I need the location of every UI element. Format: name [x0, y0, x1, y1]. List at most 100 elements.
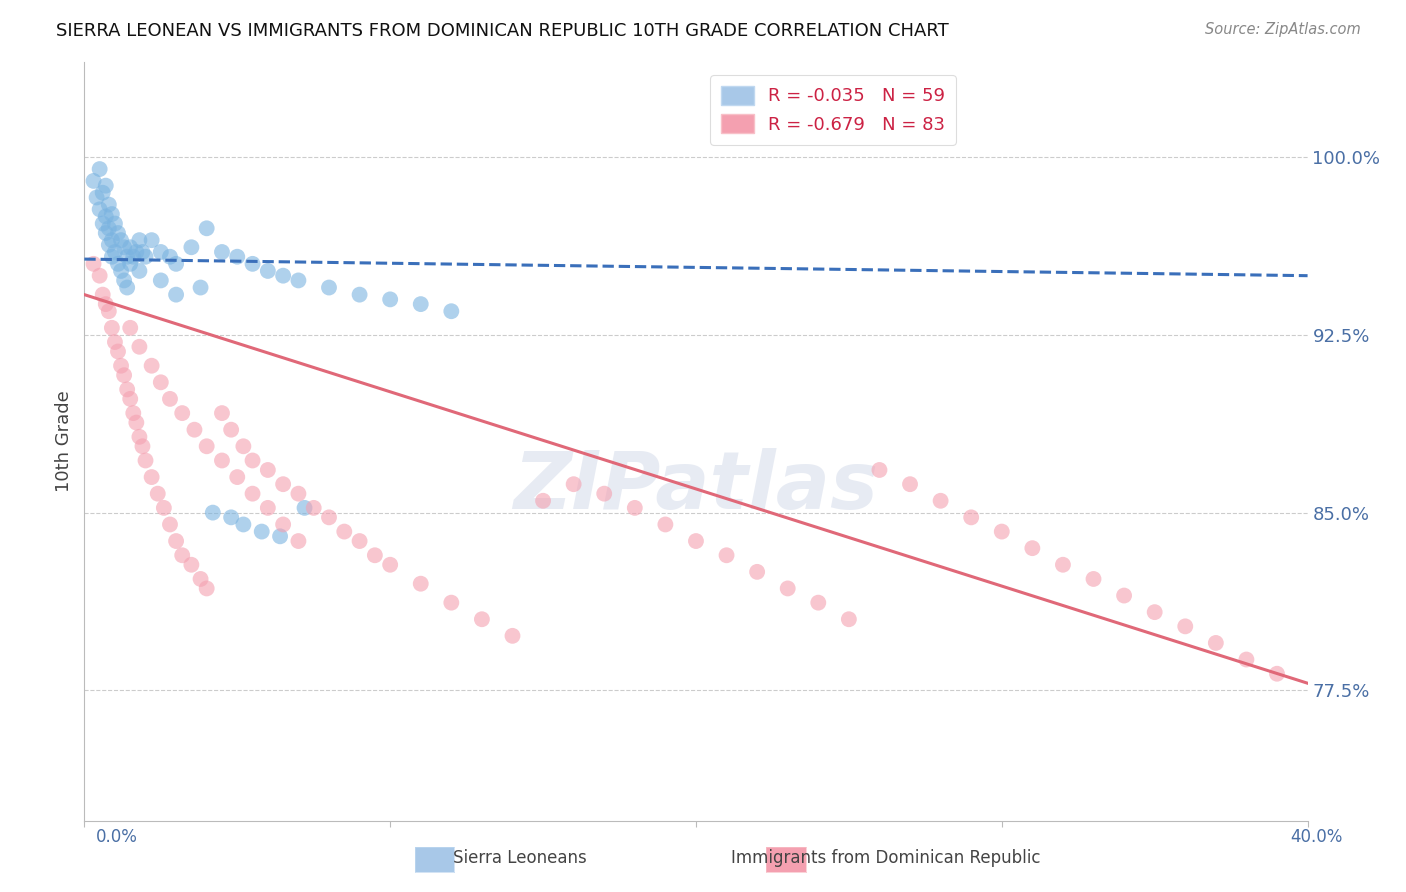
Point	[1114, 589, 1136, 603]
Point	[172, 548, 194, 563]
Point	[271, 268, 294, 283]
Point	[211, 406, 233, 420]
Point	[807, 596, 830, 610]
Point	[120, 257, 142, 271]
Point	[195, 439, 218, 453]
Point	[153, 500, 176, 515]
Point	[115, 280, 138, 294]
Legend: R = -0.035   N = 59, R = -0.679   N = 83: R = -0.035 N = 59, R = -0.679 N = 83	[710, 75, 956, 145]
Point	[195, 221, 218, 235]
Point	[165, 257, 187, 271]
Point	[226, 470, 249, 484]
Text: Source: ZipAtlas.com: Source: ZipAtlas.com	[1205, 22, 1361, 37]
Point	[960, 510, 983, 524]
Text: 40.0%: 40.0%	[1291, 828, 1343, 846]
Point	[271, 517, 294, 532]
Point	[1265, 666, 1288, 681]
Point	[159, 392, 181, 406]
Point	[318, 510, 340, 524]
Point	[211, 244, 233, 259]
Point	[502, 629, 524, 643]
Point	[257, 264, 280, 278]
Point	[269, 529, 291, 543]
Point	[94, 178, 117, 193]
Point	[242, 453, 264, 467]
Text: Sierra Leoneans: Sierra Leoneans	[453, 849, 588, 867]
Point	[440, 304, 463, 318]
Point	[120, 240, 142, 254]
Point	[91, 186, 114, 200]
Point	[232, 517, 254, 532]
Point	[131, 439, 153, 453]
Point	[183, 423, 205, 437]
Point	[101, 207, 124, 221]
Y-axis label: 10th Grade: 10th Grade	[55, 391, 73, 492]
Point	[869, 463, 891, 477]
Point	[349, 287, 371, 301]
Point	[716, 548, 738, 563]
Point	[271, 477, 294, 491]
Point	[104, 244, 127, 259]
Point	[991, 524, 1014, 539]
Point	[128, 430, 150, 444]
Point	[101, 320, 124, 334]
Point	[1205, 636, 1227, 650]
Point	[195, 582, 218, 596]
Point	[1174, 619, 1197, 633]
Point	[128, 264, 150, 278]
Point	[110, 359, 132, 373]
Point	[380, 558, 402, 572]
Point	[531, 493, 554, 508]
Point	[409, 297, 432, 311]
Point	[115, 250, 138, 264]
Point	[219, 510, 242, 524]
Point	[120, 320, 142, 334]
Point	[190, 572, 212, 586]
Point	[257, 463, 280, 477]
Point	[1052, 558, 1074, 572]
Point	[349, 534, 371, 549]
Point	[91, 217, 114, 231]
Point	[115, 383, 138, 397]
Point	[97, 197, 120, 211]
Point	[1236, 652, 1258, 666]
Point	[471, 612, 494, 626]
Point	[141, 470, 163, 484]
Point	[89, 202, 111, 217]
Point	[135, 453, 157, 467]
Point	[287, 486, 309, 500]
Point	[257, 500, 280, 515]
Point	[294, 500, 316, 515]
Point	[333, 524, 356, 539]
Point	[97, 304, 120, 318]
Point	[211, 453, 233, 467]
Point	[146, 486, 169, 500]
Point	[131, 244, 153, 259]
Point	[101, 233, 124, 247]
Point	[112, 240, 135, 254]
Point	[122, 406, 145, 420]
Point	[165, 287, 187, 301]
Point	[593, 486, 616, 500]
Point	[83, 174, 105, 188]
Point	[94, 297, 117, 311]
Point	[120, 392, 142, 406]
Point	[287, 534, 309, 549]
Point	[287, 273, 309, 287]
Point	[97, 238, 120, 252]
Point	[219, 423, 242, 437]
Point	[747, 565, 769, 579]
Point	[107, 257, 129, 271]
Point	[141, 359, 163, 373]
Point	[226, 250, 249, 264]
Point	[149, 244, 172, 259]
Text: 0.0%: 0.0%	[96, 828, 138, 846]
Point	[776, 582, 799, 596]
Point	[302, 500, 325, 515]
Point	[380, 293, 402, 307]
Point	[898, 477, 921, 491]
Point	[89, 162, 111, 177]
Point	[624, 500, 647, 515]
Point	[110, 264, 132, 278]
Point	[1021, 541, 1043, 556]
